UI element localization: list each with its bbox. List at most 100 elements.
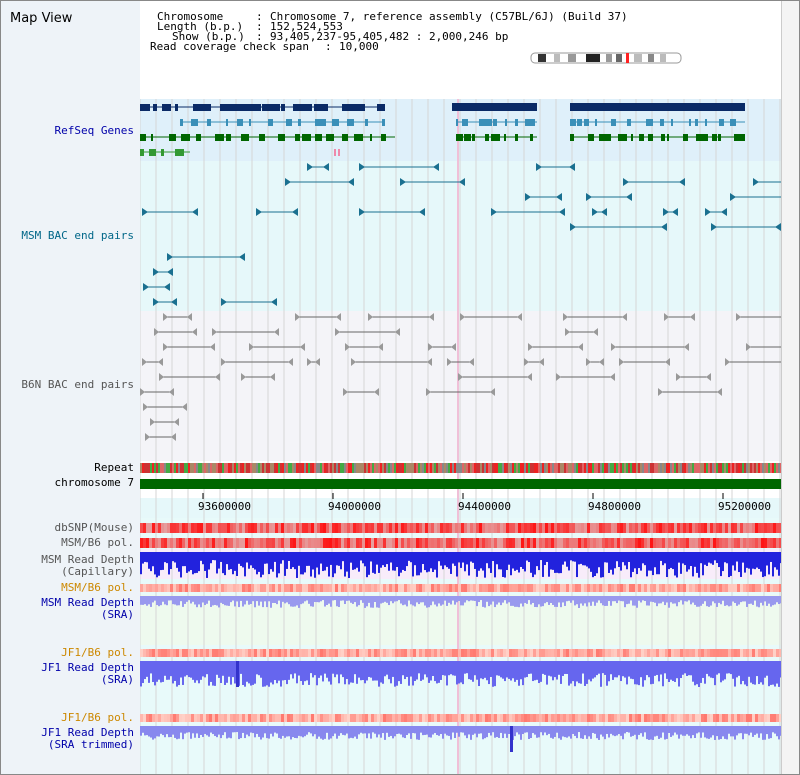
polymorphism-cell (764, 584, 767, 592)
repeat-element (532, 463, 534, 473)
read-depth-bar (494, 552, 496, 578)
polymorphism-cell (395, 714, 398, 722)
read-depth-bar (370, 552, 372, 562)
polymorphism-cell (320, 523, 323, 533)
read-depth-bar (734, 726, 736, 740)
read-depth-bar (650, 596, 652, 602)
read-depth-bar (610, 552, 612, 570)
read-depth-bar (394, 552, 396, 571)
read-depth-bar (384, 552, 386, 567)
polymorphism-cell (446, 584, 449, 592)
read-depth-bar (414, 596, 416, 607)
b6n-bac-end (368, 313, 373, 321)
read-depth-bar (326, 661, 328, 678)
read-depth-bar (740, 552, 742, 577)
repeat-element (780, 463, 781, 473)
repeat-element (526, 463, 528, 473)
track-label-msm-bac[interactable]: MSM BAC end pairs (21, 229, 134, 242)
read-depth-bar (480, 661, 482, 679)
polymorphism-cell (443, 584, 446, 592)
read-depth-bar (564, 726, 566, 738)
read-depth-bar (160, 552, 162, 571)
polymorphism-cell (359, 538, 362, 548)
polymorphism-cell (218, 523, 221, 533)
read-depth-bar (260, 596, 262, 602)
polymorphism-cell (545, 714, 548, 722)
read-depth-bar (232, 596, 234, 601)
repeat-element (678, 463, 680, 473)
repeat-element (334, 463, 336, 473)
polymorphism-cell (335, 584, 338, 592)
polymorphism-cell (335, 523, 338, 533)
repeat-element (418, 463, 420, 473)
read-depth-bar (228, 661, 230, 677)
b6n-bac-end (746, 343, 751, 351)
refseq-exon (730, 119, 736, 126)
repeat-element (328, 463, 330, 473)
polymorphism-cell (275, 523, 278, 533)
polymorphism-cell (368, 523, 371, 533)
polymorphism-cell (701, 538, 704, 548)
read-depth-bar (462, 726, 464, 733)
track-label-refseq[interactable]: RefSeq Genes (54, 124, 134, 137)
repeat-element (152, 463, 154, 473)
polymorphism-cell (734, 538, 737, 548)
repeat-element (422, 463, 424, 473)
chromosome-ideogram[interactable] (530, 52, 682, 64)
polymorphism-cell (620, 538, 623, 548)
msm-bac-end (623, 178, 629, 186)
read-depth-bar (718, 661, 720, 674)
polymorphism-cell (485, 523, 488, 533)
polymorphism-cell (749, 649, 752, 657)
polymorphism-cell (413, 584, 416, 592)
read-depth-bar (762, 596, 764, 606)
read-depth-bar (576, 596, 578, 605)
polymorphism-cell (305, 538, 308, 548)
polymorphism-cell (290, 584, 293, 592)
polymorphism-cell (443, 523, 446, 533)
read-depth-bar (582, 596, 584, 606)
vertical-scrollbar[interactable] (781, 1, 799, 774)
polymorphism-cell (524, 584, 527, 592)
read-depth-bar (288, 726, 290, 737)
polymorphism-cell (269, 649, 272, 657)
read-depth-bar (688, 596, 690, 601)
read-depth-bar (726, 726, 728, 740)
polymorphism-cell (617, 649, 620, 657)
repeat-element (618, 463, 620, 473)
polymorphism-cell (494, 649, 497, 657)
msm-bac-end (400, 178, 406, 186)
genome-browser-canvas[interactable]: Chromosome : Chromosome 7, reference ass… (140, 1, 781, 774)
refseq-exon (236, 104, 250, 111)
polymorphism-cell (440, 538, 443, 548)
polymorphism-cell (644, 523, 647, 533)
read-depth-bar (226, 596, 228, 606)
polymorphism-cell (647, 538, 650, 548)
read-depth-bar (738, 596, 740, 605)
polymorphism-cell (194, 538, 197, 548)
read-depth-bar (542, 552, 544, 577)
repeat-element (636, 463, 638, 473)
track-label-b6n-bac[interactable]: B6N BAC end pairs (21, 378, 134, 391)
repeat-element (376, 463, 378, 473)
repeat-element (222, 463, 224, 473)
refseq-exon (595, 119, 597, 126)
b6n-bac-end (241, 373, 246, 381)
polymorphism-cell (251, 523, 254, 533)
read-depth-bar (566, 661, 568, 674)
read-depth-bar (194, 726, 196, 738)
polymorphism-cell (152, 649, 155, 657)
read-depth-bar (372, 596, 374, 608)
read-depth-bar (370, 726, 372, 739)
b6n-bac-end (593, 328, 598, 336)
polymorphism-cell (401, 584, 404, 592)
refseq-exon (671, 119, 673, 126)
repeat-element (566, 463, 568, 473)
polymorphism-cell (479, 538, 482, 548)
read-depth-bar (500, 596, 502, 606)
polymorphism-cell (578, 584, 581, 592)
read-depth-bar (236, 552, 238, 576)
read-depth-bar (676, 661, 678, 679)
repeat-element (432, 463, 434, 473)
read-depth-bar (380, 726, 382, 738)
